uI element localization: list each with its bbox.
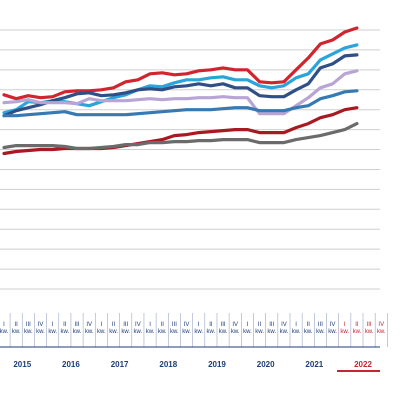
quarter-label: II kw. [109, 322, 118, 335]
quarter-label: III kw. [24, 322, 33, 335]
year-label-2015: 2015 [13, 360, 31, 369]
quarter-label: IV kw. [377, 322, 386, 335]
quarter-label: III kw. [170, 322, 179, 335]
quarter-label: II kw. [61, 322, 70, 335]
quarter-tick-marks [9, 313, 388, 347]
quarter-label: IV kw. [134, 322, 143, 335]
quarter-label: IV kw. [231, 322, 240, 335]
quarter-label: IV kw. [328, 322, 337, 335]
quarter-label: III kw. [73, 322, 82, 335]
year-label-2016: 2016 [62, 360, 80, 369]
series-line-4 [2, 69, 359, 116]
quarter-label: III kw. [316, 322, 325, 335]
quarter-label: II kw. [304, 322, 313, 335]
quarter-label: IV kw. [36, 322, 45, 335]
year-label-2021: 2021 [305, 360, 323, 369]
series-line-6 [2, 106, 359, 156]
quarter-label: III kw. [365, 322, 374, 335]
year-label-2020: 2020 [257, 360, 275, 369]
series-line-7 [2, 121, 359, 151]
quarter-label: IV kw. [280, 322, 289, 335]
series-line-3 [2, 53, 359, 118]
quarter-label: II kw. [158, 322, 167, 335]
quarter-label: II kw. [255, 322, 264, 335]
quarter-label: II kw. [353, 322, 362, 335]
year-label-2022: 2022 [354, 360, 372, 369]
quarter-label: II kw. [207, 322, 216, 335]
year-label-2019: 2019 [208, 360, 226, 369]
quarter-label: III kw. [219, 322, 228, 335]
quarter-label: II kw. [12, 322, 21, 335]
year-labels: 2015 2016 2017 2018 2019 2020 2021 2022 [13, 360, 372, 369]
series-line-1 [2, 26, 359, 101]
quarter-label: III kw. [267, 322, 276, 335]
series-line-5 [2, 89, 359, 118]
year-label-2018: 2018 [159, 360, 177, 369]
quarter-label: IV kw. [182, 322, 191, 335]
series-lines [2, 26, 359, 156]
quarter-label: III kw. [121, 322, 130, 335]
year-label-2017: 2017 [111, 360, 129, 369]
quarter-label: IV kw. [85, 322, 94, 335]
